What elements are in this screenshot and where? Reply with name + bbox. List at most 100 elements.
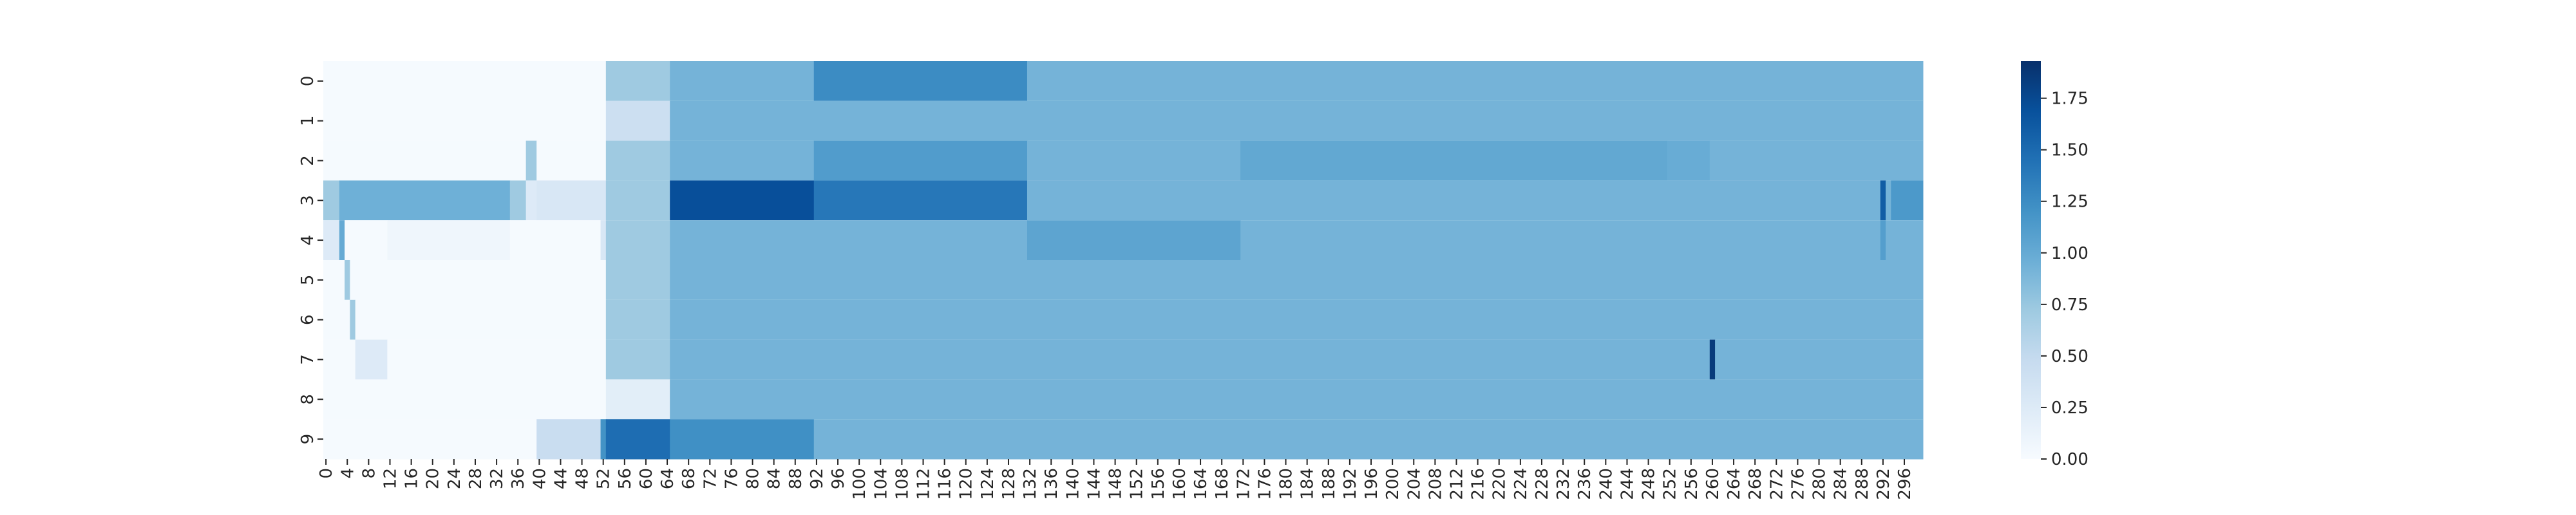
x-tick-label: 196 [1362,468,1381,500]
x-tick-label: 232 [1554,468,1573,500]
heatmap-cell [387,220,511,261]
heatmap-cell [345,260,350,301]
heatmap-cell [600,220,607,261]
heatmap-cell [509,220,601,261]
colorbar-tick-label: 1.00 [2051,244,2088,263]
heatmap-cell [670,419,815,460]
heatmap-cell [605,419,670,460]
heatmap-cell [670,100,1924,142]
x-tick-label: 288 [1853,468,1872,500]
x-tick-label: 280 [1810,468,1830,500]
heatmap-cell [670,180,815,221]
y-tick-label: 0 [298,76,317,87]
heatmap-cell [813,140,1028,181]
x-tick-label: 268 [1746,468,1765,500]
x-tick-label: 248 [1640,468,1659,500]
heatmap-cell [536,419,601,460]
x-tick-label: 144 [1084,468,1104,500]
heatmap-cell [323,419,537,460]
y-tick-label: 7 [298,354,317,365]
x-tick-label: 296 [1895,468,1915,500]
y-axis-ticks: 0 1 2 3 4 5 6 7 8 9 [298,76,323,445]
colorbar [2021,61,2041,459]
heatmap-cell [323,100,607,142]
heatmap-cell [323,140,527,181]
heatmap-cell [605,339,670,380]
x-tick-label: 148 [1106,468,1126,500]
x-tick-label: 152 [1128,468,1147,500]
heatmap-cell [670,339,1710,380]
x-tick-label: 68 [679,468,699,489]
heatmap-cell [339,180,511,221]
x-tick-label: 120 [957,468,976,500]
heatmap-cell [1240,140,1668,181]
heatmap-cell [1027,61,1924,102]
x-tick-label: 100 [850,468,869,500]
x-tick-label: 32 [488,468,507,489]
x-tick-label: 136 [1042,468,1061,500]
heatmap-cell [813,180,1028,221]
x-tick-label: 132 [1021,468,1040,500]
colorbar-ticks: 0.00 0.25 0.50 0.75 1.00 1.25 1.50 1.75 [2041,89,2088,469]
x-tick-label: 36 [509,468,528,489]
heatmap-cell [1027,180,1881,221]
colorbar-tick-label: 0.75 [2051,295,2088,315]
heatmap-cell [605,140,670,181]
x-tick-label: 160 [1170,468,1189,500]
heatmap-cell [813,419,1924,460]
heatmap-cell [345,220,388,261]
heatmap-cell [536,140,607,181]
x-tick-label: 180 [1277,468,1296,500]
x-tick-label: 264 [1725,468,1744,500]
heatmap-cell [323,180,340,221]
y-tick-label: 4 [298,235,317,246]
x-tick-label: 208 [1426,468,1445,500]
x-tick-label: 256 [1682,468,1701,500]
x-tick-label: 52 [594,468,614,489]
x-tick-label: 48 [573,468,592,489]
y-tick-label: 9 [298,434,317,445]
x-tick-label: 20 [424,468,443,489]
heatmap-cell [387,339,607,380]
colorbar-tick-label: 1.50 [2051,141,2088,160]
heatmap-cell [323,379,607,420]
heatmap-cell [605,61,670,102]
x-tick-label: 184 [1298,468,1318,500]
x-tick-label: 212 [1448,468,1467,500]
x-tick-label: 56 [616,468,635,489]
x-tick-label: 8 [359,468,379,479]
x-tick-label: 92 [808,468,827,489]
x-tick-label: 244 [1618,468,1637,500]
y-tick-label: 5 [298,275,317,286]
heatmap-cell [605,260,670,301]
x-tick-label: 216 [1469,468,1488,500]
x-tick-label: 116 [936,468,955,500]
heatmap-cell [813,61,1028,102]
x-tick-label: 172 [1234,468,1253,500]
heatmap-cell [1886,220,1924,261]
heatmap-cell [323,339,356,380]
x-tick-label: 156 [1149,468,1168,500]
heatmap-cell [670,299,1924,341]
heatmap-cell [670,61,815,102]
x-tick-label: 228 [1533,468,1552,500]
x-tick-label: 188 [1320,468,1339,500]
x-tick-label: 24 [445,468,464,489]
x-axis-ticks: 0 4 8 12 16 20 24 28 32 36 40 44 48 52 56 60 64 68 72 76 80 8… [317,459,1915,500]
heatmap-cell [323,220,340,261]
heatmap-cell [1880,180,1886,221]
heatmap-cell [536,180,607,221]
heatmap-cell [323,260,345,301]
colorbar-tick-label: 1.25 [2051,192,2088,212]
x-tick-label: 204 [1405,468,1424,500]
heatmap-cell [339,220,345,261]
x-tick-label: 108 [893,468,912,500]
colorbar-tick-label: 0.00 [2051,450,2088,469]
x-tick-label: 224 [1511,468,1531,500]
x-tick-label: 12 [381,468,401,489]
x-tick-label: 168 [1213,468,1232,500]
x-tick-label: 252 [1661,468,1680,500]
colorbar-tick-label: 1.75 [2051,89,2088,109]
